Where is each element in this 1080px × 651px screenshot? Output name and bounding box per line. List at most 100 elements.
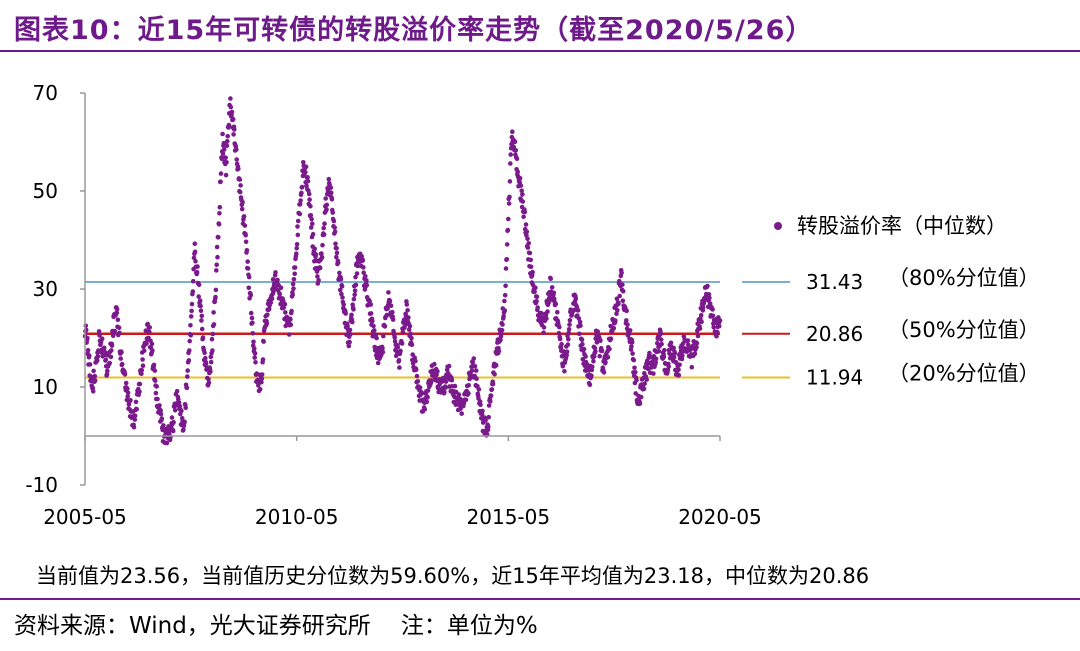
data-point [370,319,375,324]
data-point [406,327,412,332]
data-point [630,351,635,356]
data-point [714,333,719,339]
data-point [515,169,520,175]
data-point [506,216,511,222]
data-point [226,122,232,128]
data-point [337,287,343,293]
data-point [398,348,403,354]
data-point [382,324,388,329]
data-point [353,274,358,280]
reference-value-label: 20.86 [806,322,863,346]
data-point [329,197,335,202]
data-point [259,379,264,385]
data-point [188,333,194,338]
data-point [489,387,495,392]
data-point [119,361,125,367]
data-point [466,391,471,396]
data-point [519,188,524,193]
data-point [187,348,192,353]
data-point [315,274,320,279]
data-point [413,358,418,364]
data-point [92,378,98,383]
data-point [334,250,340,256]
data-point [221,140,227,146]
data-point [188,314,194,319]
data-point [224,160,229,165]
data-point [528,264,534,270]
data-point [109,348,114,353]
data-point [371,323,376,329]
data-point [567,322,572,327]
data-point [699,319,704,325]
data-point [264,321,270,326]
data-point [252,346,257,351]
data-point [140,363,146,369]
data-point [294,251,299,256]
source-text: 资料来源：Wind，光大证券研究所 [14,613,371,639]
data-point [514,156,520,161]
data-point [225,139,230,144]
data-point [231,132,236,137]
data-point [202,350,207,356]
data-point [478,402,483,408]
data-point [246,285,252,291]
data-point [364,282,370,288]
data-point [298,198,303,203]
data-point [253,360,258,365]
data-point [214,262,219,268]
data-point [339,284,345,289]
data-point [508,152,513,157]
data-point [351,296,357,302]
data-point [158,408,163,413]
data-point [151,362,157,368]
data-point [624,318,629,323]
data-point [567,318,573,323]
data-point [87,362,93,367]
data-point [179,408,184,414]
data-point [555,309,560,315]
data-point [632,365,637,371]
data-point [221,147,227,152]
data-point [220,131,225,137]
data-point [364,278,369,283]
source-divider [0,598,1080,600]
data-point [576,316,582,321]
data-point [591,354,597,359]
data-point [546,300,551,305]
data-point [210,331,216,337]
data-point [112,328,118,334]
data-point [85,348,91,353]
data-point [155,396,160,402]
summary-note: 当前值为23.56，当前值历史分位数为59.60%，近15年平均值为23.18，… [36,564,870,588]
data-point [150,348,155,353]
data-point [656,349,662,354]
data-point [237,189,243,195]
data-point [417,385,423,390]
data-point [619,270,624,276]
data-point [176,400,182,405]
data-point [598,338,603,344]
data-point [265,312,270,318]
data-point [99,336,105,342]
data-point [625,322,630,327]
data-point [575,308,581,313]
data-point [498,337,503,343]
data-point [295,232,301,238]
data-point [250,320,255,326]
data-point [647,350,652,356]
data-point [689,364,695,370]
data-point [631,357,637,363]
data-point [335,260,341,265]
data-point [507,194,512,200]
data-point [469,368,475,374]
data-point [269,296,275,302]
data-point [257,387,263,392]
data-point [190,289,196,294]
data-point [599,348,605,354]
data-point [409,342,415,348]
data-point [671,345,676,351]
data-point [241,214,247,219]
data-point [566,327,572,332]
data-point [388,303,394,308]
data-point [214,268,219,273]
